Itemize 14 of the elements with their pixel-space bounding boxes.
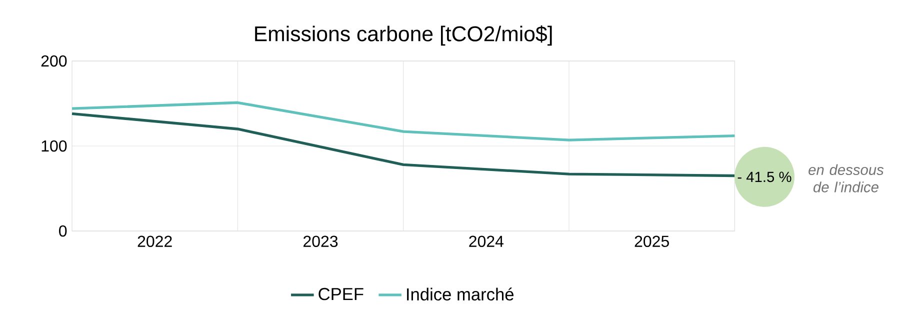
legend-label: CPEF [318, 288, 364, 300]
text: - 41.5 % [738, 172, 792, 182]
text: en dessous de l’indice [808, 164, 884, 192]
line-series [70, 112, 736, 178]
y-tick-label: 200 [41, 55, 67, 67]
y-tick-label: 100 [42, 140, 67, 152]
x-tick-label: 2025 [634, 236, 669, 248]
y-tick-label: 0 [59, 225, 67, 237]
legend-label: Indice marché [407, 288, 514, 301]
line-series [70, 101, 736, 142]
x-tick-label: 2022 [138, 236, 172, 248]
x-tick-label: 2023 [304, 236, 338, 248]
x-tick-label: 2024 [469, 236, 504, 248]
chart-title: Emissions carbone [tCO2/mio$] [255, 25, 552, 46]
